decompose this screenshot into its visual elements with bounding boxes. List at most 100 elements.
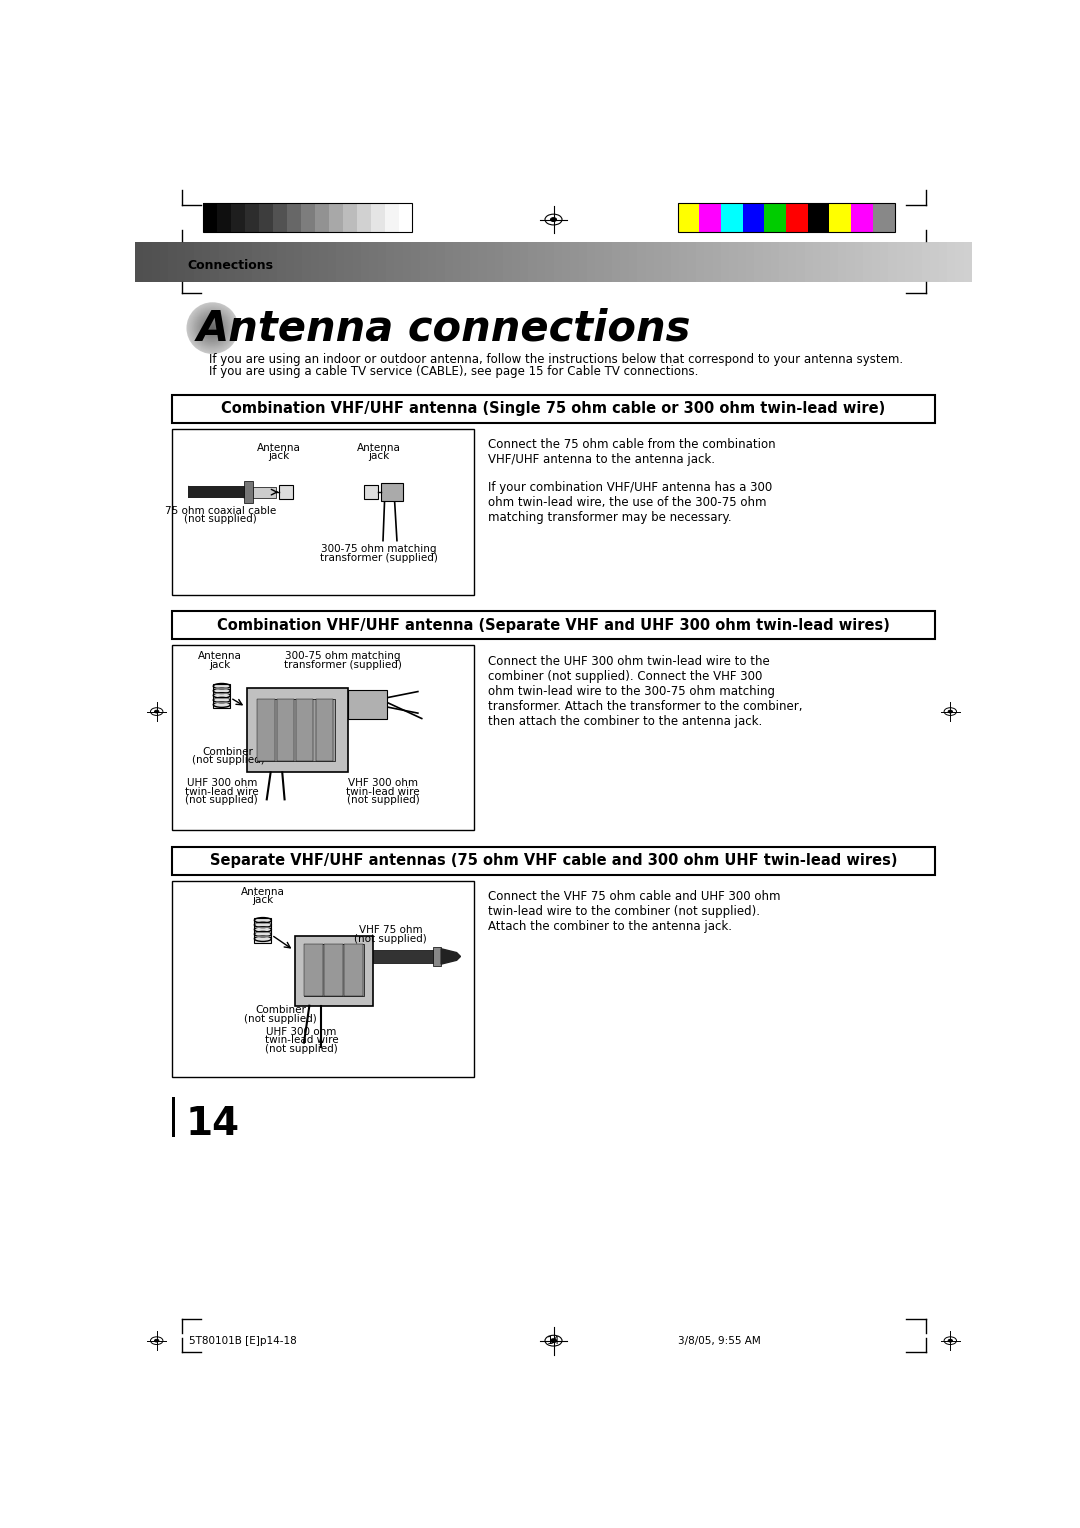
- Bar: [193, 241, 203, 283]
- Text: Separate VHF/UHF antennas (75 ohm VHF cable and 300 ohm UHF twin-lead wires): Separate VHF/UHF antennas (75 ohm VHF ca…: [210, 854, 897, 868]
- Bar: [470, 241, 478, 283]
- Bar: [352, 241, 362, 283]
- Bar: [554, 241, 563, 283]
- Bar: [889, 241, 897, 283]
- Bar: [662, 241, 672, 283]
- Text: twin-lead wire: twin-lead wire: [185, 787, 258, 796]
- Bar: [231, 203, 245, 232]
- Ellipse shape: [190, 306, 235, 351]
- Text: 300-75 ohm matching: 300-75 ohm matching: [322, 544, 437, 555]
- Ellipse shape: [191, 307, 233, 348]
- Text: (not supplied): (not supplied): [184, 513, 257, 524]
- Bar: [428, 241, 437, 283]
- Bar: [562, 241, 571, 283]
- Bar: [872, 241, 880, 283]
- Bar: [336, 241, 345, 283]
- Bar: [370, 203, 384, 232]
- Bar: [361, 241, 370, 283]
- Text: (not supplied): (not supplied): [186, 795, 258, 805]
- Bar: [822, 241, 831, 283]
- Bar: [257, 700, 335, 761]
- Bar: [203, 203, 217, 232]
- Text: jack: jack: [368, 451, 390, 461]
- Ellipse shape: [206, 322, 219, 335]
- Text: (not supplied): (not supplied): [266, 1044, 338, 1054]
- Ellipse shape: [210, 325, 215, 330]
- Text: VHF 75 ohm: VHF 75 ohm: [359, 926, 422, 935]
- Bar: [454, 241, 462, 283]
- Bar: [245, 203, 259, 232]
- Ellipse shape: [193, 310, 231, 347]
- Bar: [755, 241, 764, 283]
- Ellipse shape: [190, 306, 234, 350]
- Bar: [244, 241, 253, 283]
- Bar: [381, 483, 403, 501]
- Bar: [420, 241, 429, 283]
- Bar: [186, 241, 194, 283]
- Bar: [495, 241, 504, 283]
- Bar: [260, 241, 270, 283]
- Bar: [172, 1097, 175, 1137]
- Bar: [172, 429, 474, 594]
- Bar: [342, 203, 356, 232]
- Bar: [579, 241, 588, 283]
- Ellipse shape: [198, 313, 227, 342]
- Bar: [144, 241, 152, 283]
- Bar: [461, 241, 471, 283]
- Bar: [303, 944, 364, 996]
- Bar: [345, 241, 353, 283]
- Bar: [253, 487, 276, 498]
- Text: Combiner: Combiner: [255, 1005, 306, 1016]
- Bar: [259, 203, 273, 232]
- Ellipse shape: [199, 315, 227, 342]
- Bar: [570, 241, 579, 283]
- Bar: [311, 241, 320, 283]
- Bar: [771, 241, 780, 283]
- Bar: [604, 241, 612, 283]
- Text: (not supplied): (not supplied): [191, 755, 265, 766]
- Text: twin-lead wire: twin-lead wire: [265, 1036, 338, 1045]
- Bar: [956, 241, 964, 283]
- Ellipse shape: [154, 711, 159, 714]
- Text: VHF 300 ohm: VHF 300 ohm: [348, 778, 418, 788]
- Bar: [172, 645, 474, 830]
- Bar: [320, 241, 328, 283]
- Ellipse shape: [211, 327, 214, 330]
- Bar: [813, 241, 822, 283]
- Ellipse shape: [208, 324, 217, 332]
- Bar: [202, 241, 211, 283]
- Bar: [296, 937, 373, 1005]
- Bar: [947, 241, 956, 283]
- Bar: [433, 947, 441, 966]
- Bar: [135, 183, 972, 241]
- Bar: [528, 241, 538, 283]
- Bar: [257, 700, 274, 761]
- Bar: [671, 241, 679, 283]
- Text: jack: jack: [253, 895, 273, 905]
- Ellipse shape: [551, 1339, 556, 1343]
- Bar: [177, 241, 186, 283]
- Ellipse shape: [193, 309, 232, 347]
- Bar: [364, 486, 378, 500]
- Bar: [486, 241, 496, 283]
- Bar: [294, 241, 303, 283]
- Bar: [345, 944, 363, 996]
- Bar: [780, 241, 788, 283]
- Text: 3/8/05, 9:55 AM: 3/8/05, 9:55 AM: [677, 1335, 760, 1346]
- Bar: [269, 241, 278, 283]
- Ellipse shape: [197, 312, 229, 344]
- Bar: [922, 241, 931, 283]
- Bar: [863, 241, 873, 283]
- Bar: [721, 203, 743, 232]
- Ellipse shape: [203, 319, 221, 338]
- Bar: [595, 241, 605, 283]
- Bar: [478, 241, 487, 283]
- Bar: [279, 486, 293, 500]
- Bar: [629, 241, 638, 283]
- Bar: [211, 241, 219, 283]
- Bar: [588, 241, 596, 283]
- Bar: [620, 241, 630, 283]
- Text: If you are using an indoor or outdoor antenna, follow the instructions below tha: If you are using an indoor or outdoor an…: [208, 353, 903, 365]
- Bar: [403, 241, 411, 283]
- Bar: [243, 481, 253, 503]
